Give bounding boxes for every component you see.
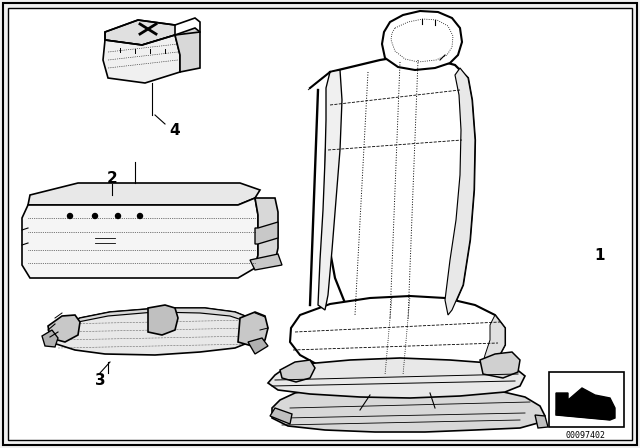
Polygon shape — [382, 11, 462, 70]
Text: 2: 2 — [107, 171, 117, 185]
Polygon shape — [482, 315, 505, 367]
Circle shape — [67, 214, 72, 219]
Polygon shape — [268, 358, 525, 398]
Polygon shape — [270, 408, 292, 424]
Polygon shape — [290, 296, 505, 376]
Polygon shape — [535, 415, 548, 428]
Polygon shape — [105, 20, 175, 45]
Polygon shape — [255, 222, 278, 244]
Polygon shape — [52, 308, 255, 333]
Bar — [549, 372, 624, 427]
Polygon shape — [250, 254, 282, 270]
Polygon shape — [22, 198, 258, 278]
Polygon shape — [480, 352, 520, 378]
Polygon shape — [238, 312, 268, 346]
Polygon shape — [175, 28, 200, 72]
Polygon shape — [28, 183, 260, 205]
Text: 1: 1 — [595, 247, 605, 263]
Polygon shape — [556, 388, 615, 420]
Circle shape — [115, 214, 120, 219]
Polygon shape — [50, 308, 258, 355]
Text: 4: 4 — [170, 122, 180, 138]
Polygon shape — [272, 385, 545, 432]
Polygon shape — [103, 35, 180, 83]
Text: 3: 3 — [95, 372, 106, 388]
Polygon shape — [325, 55, 475, 334]
Circle shape — [93, 214, 97, 219]
Polygon shape — [42, 330, 58, 347]
Polygon shape — [280, 360, 315, 382]
Polygon shape — [445, 68, 475, 315]
Text: 00097402: 00097402 — [566, 431, 606, 439]
Polygon shape — [48, 315, 80, 342]
Circle shape — [138, 214, 143, 219]
Polygon shape — [148, 305, 178, 335]
Polygon shape — [248, 338, 268, 354]
Polygon shape — [556, 408, 610, 420]
Polygon shape — [318, 70, 342, 310]
Polygon shape — [255, 198, 278, 268]
